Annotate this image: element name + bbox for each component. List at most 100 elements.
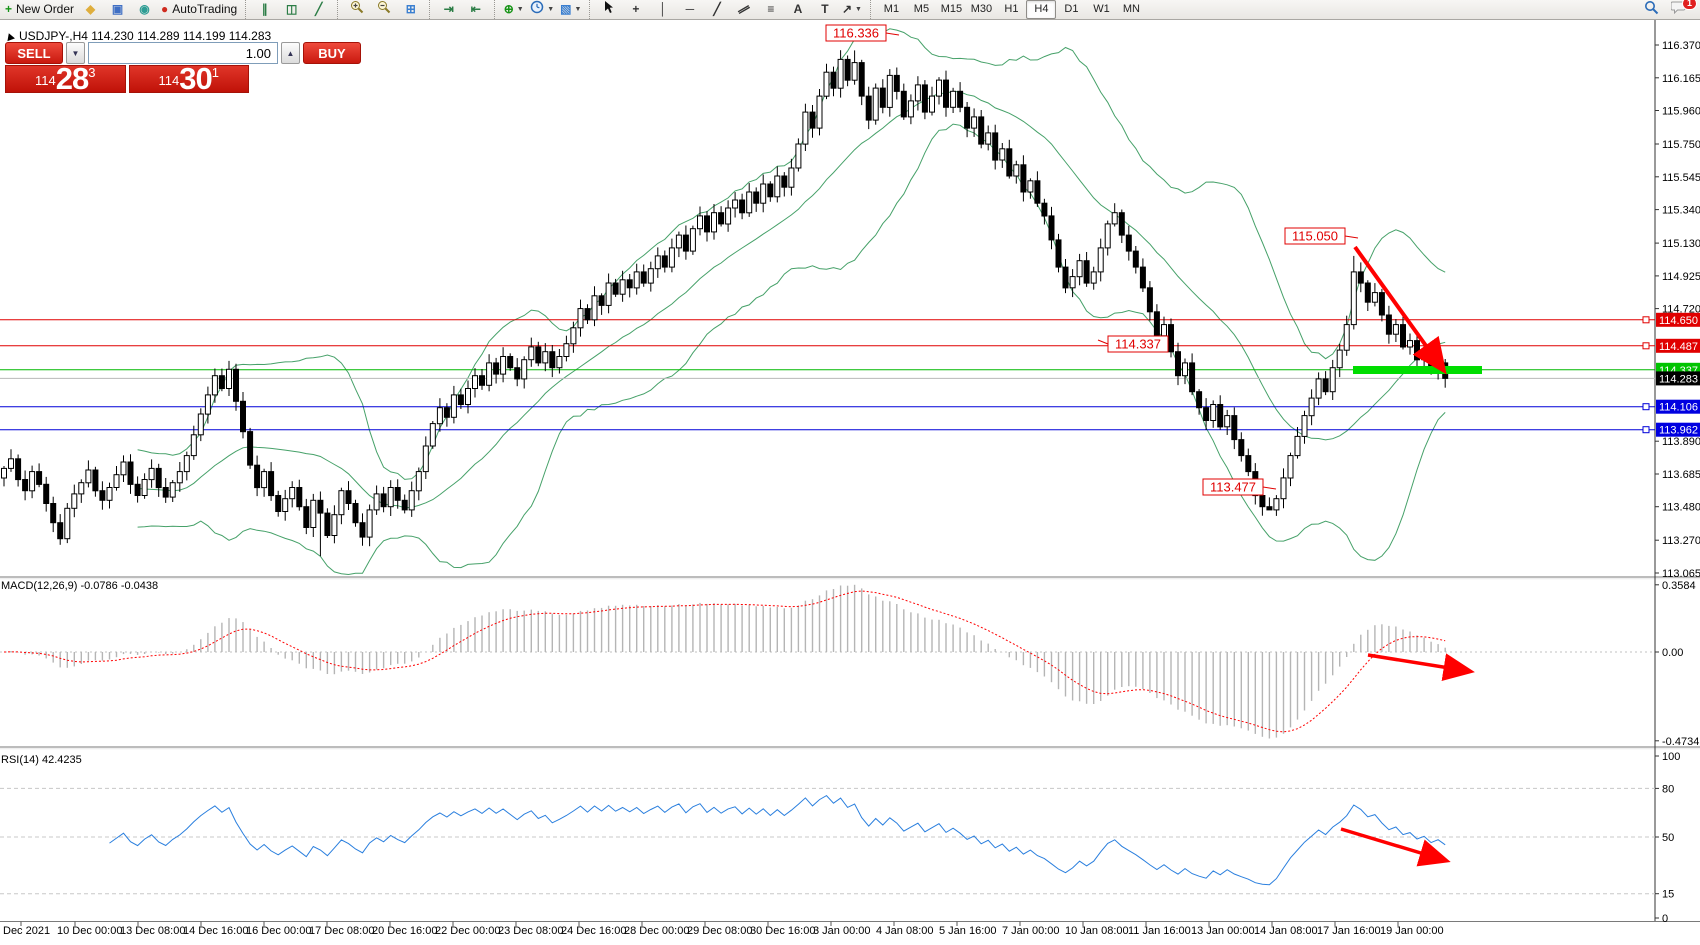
price-callout[interactable] — [1107, 335, 1169, 353]
trendline-icon[interactable]: ╱ — [703, 0, 730, 19]
time-tick-label: 14 Jan 08:00 — [1254, 925, 1318, 937]
chart-shift-icon[interactable]: ⇤ — [462, 0, 489, 19]
price-callout[interactable] — [1284, 227, 1346, 245]
candle-body — [36, 471, 43, 485]
vertical-line-icon[interactable]: │ — [649, 0, 676, 19]
candle-body — [1301, 415, 1308, 437]
price-tick-label: 113.065 — [1662, 568, 1700, 580]
buy-button[interactable]: BUY — [303, 42, 361, 64]
candle-body — [1041, 202, 1048, 217]
notification-badge[interactable]: 1 — [1681, 0, 1697, 10]
timeframe-button-h1[interactable]: H1 — [1004, 3, 1019, 15]
zoom-out-icon[interactable] — [370, 0, 397, 19]
candle-body — [837, 58, 844, 89]
rsi-arrow[interactable] — [1340, 827, 1451, 867]
sell-button[interactable]: SELL — [5, 42, 63, 64]
candle-body — [1294, 435, 1301, 457]
support-zone-highlight[interactable] — [1353, 366, 1482, 374]
periods-icon[interactable]: ▼ — [527, 0, 557, 19]
zoom-in-icon[interactable] — [343, 0, 370, 19]
signals-icon[interactable]: ◉ — [131, 0, 158, 19]
new-order-button[interactable]: + New Order — [2, 0, 77, 19]
price-callouts: 116.336 115.050 114.337 113.477 — [825, 24, 1359, 496]
bar-chart-type-icon[interactable]: ∥ — [251, 0, 278, 19]
price-callout[interactable] — [1202, 478, 1264, 496]
candle-body — [1308, 397, 1315, 417]
line-chart-type-icon[interactable]: ╱ — [305, 0, 332, 19]
buy-price-display[interactable]: 114 30 1 — [128, 65, 249, 93]
candle-body — [1407, 340, 1413, 348]
level-line-handle[interactable] — [1642, 342, 1650, 350]
candle-body — [999, 148, 1006, 161]
timeframe-button-h4[interactable]: H4 — [1026, 0, 1057, 19]
buy-price-handle: 114 — [158, 73, 180, 88]
time-tick-label: 3 Jan 00:00 — [813, 925, 871, 937]
timeframe-button-w1[interactable]: W1 — [1093, 3, 1110, 15]
candle-body — [218, 375, 225, 390]
bar-chart-type-icon: ∥ — [261, 2, 268, 16]
autotrading-button[interactable]: ● AutoTrading — [158, 0, 240, 19]
timeframe-button-m1[interactable]: M1 — [883, 3, 900, 15]
arrows-icon[interactable]: ↗ ▼ — [838, 0, 865, 19]
price-tick-label: 113.890 — [1662, 436, 1700, 448]
text-label-icon[interactable]: T — [811, 0, 838, 19]
auto-scroll-icon[interactable]: ⇥ — [435, 0, 462, 19]
level-line-handle[interactable] — [1642, 403, 1650, 411]
candle-body — [1315, 378, 1322, 399]
rsi-axis[interactable]: 100 80 50 15 0 — [1655, 751, 1680, 925]
fibonacci-icon[interactable]: ≡ — [757, 0, 784, 19]
macd-axis[interactable]: 0.3584 0.00 -0.4734 — [1655, 580, 1699, 748]
candle-body — [1090, 271, 1097, 284]
candle-body — [190, 434, 197, 457]
candle-body — [1357, 271, 1364, 284]
cursor-icon[interactable] — [595, 0, 622, 19]
indicators-icon[interactable]: ⊕ ▼ — [500, 0, 527, 19]
time-tick-label: 30 Dec 16:00 — [750, 925, 815, 937]
candle-body — [1203, 407, 1210, 422]
volume-decrease-button[interactable]: ▼ — [66, 42, 85, 64]
sell-price-display[interactable]: 114 28 3 — [5, 65, 126, 93]
timeframe-button-m15[interactable]: M15 — [940, 3, 963, 15]
text-icon[interactable]: A — [784, 0, 811, 19]
crosshair-icon: + — [632, 2, 640, 16]
horizontal-line-icon[interactable]: ─ — [676, 0, 703, 19]
macd-signal-line — [3, 590, 1446, 733]
candle-body — [957, 90, 964, 108]
timeframe-button-d1[interactable]: D1 — [1064, 3, 1079, 15]
timeframe-button-m5[interactable]: M5 — [913, 3, 930, 15]
timeframe-button-mn[interactable]: MN — [1122, 3, 1140, 15]
crosshair-icon[interactable]: + — [622, 0, 649, 19]
candle-body — [1189, 362, 1196, 393]
timeframe-button-m30[interactable]: M30 — [970, 3, 993, 15]
candle-body — [211, 375, 218, 396]
volume-increase-button[interactable]: ▲ — [281, 42, 300, 64]
templates-icon[interactable]: ▧ ▼ — [557, 0, 584, 19]
candle-body — [542, 351, 549, 364]
macd-arrow[interactable] — [1367, 653, 1475, 681]
candlestick-type-icon[interactable]: ◫ — [278, 0, 305, 19]
time-tick-label: 22 Dec 00:00 — [435, 925, 500, 937]
level-line-handle[interactable] — [1642, 316, 1650, 324]
search-icon[interactable] — [1638, 0, 1665, 19]
rsi-tick-label: 100 — [1662, 751, 1680, 763]
level-line-handle[interactable] — [1642, 426, 1650, 434]
tile-windows-icon[interactable]: ⊞ — [397, 0, 424, 19]
profiles-icon[interactable]: ◆ — [77, 0, 104, 19]
chevron-down-icon: ▼ — [855, 6, 862, 13]
candle-body — [71, 493, 78, 509]
price-axis[interactable]: 116.370 116.165 115.960 115.750 115.545 115.3… — [1655, 40, 1700, 580]
candle-body — [275, 495, 282, 512]
trend-arrow[interactable] — [1353, 245, 1447, 375]
candle-body — [1027, 180, 1034, 193]
toolbar-right-group: 1 — [1636, 0, 1700, 19]
price-callout[interactable] — [825, 24, 887, 42]
chat-icon[interactable]: 1 — [1665, 0, 1697, 19]
data-window-icon[interactable]: ▣ — [104, 0, 131, 19]
equidistant-channel-icon[interactable]: ∥ — [730, 0, 757, 19]
volume-input[interactable] — [88, 42, 278, 64]
equidistant-channel-icon: ∥ — [736, 3, 752, 16]
tile-windows-icon: ⊞ — [405, 2, 416, 16]
